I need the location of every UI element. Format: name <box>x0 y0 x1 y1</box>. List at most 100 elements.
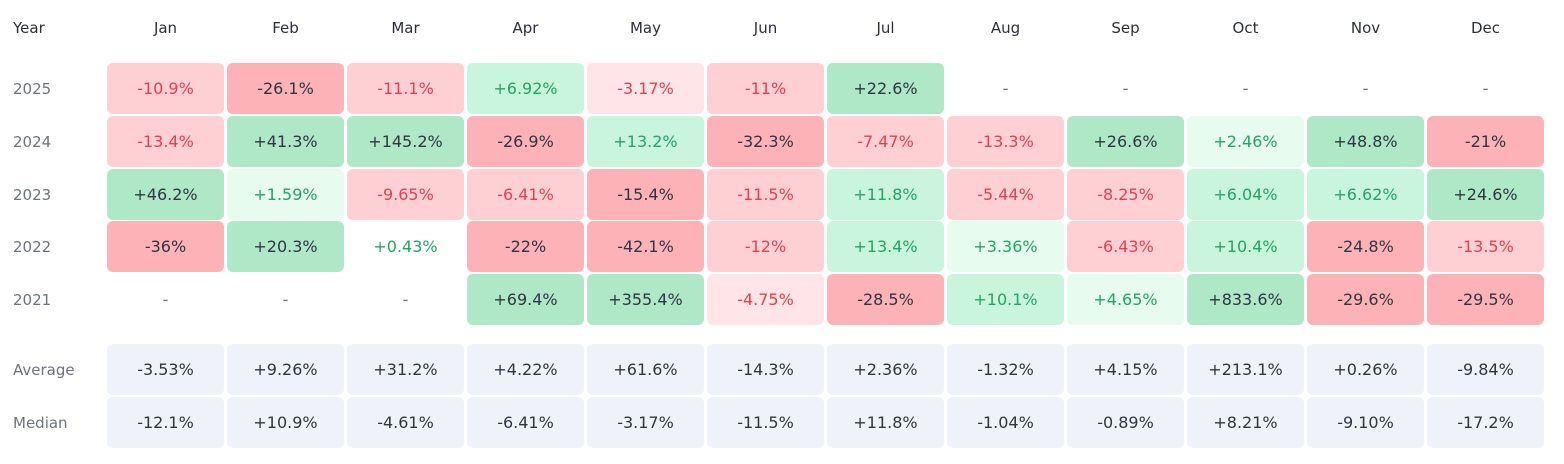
heatmap-cell: -29.6% <box>1307 274 1424 325</box>
year-column-header: Year <box>13 19 45 37</box>
summary-cell: -1.32% <box>947 344 1064 395</box>
summary-cell: +213.1% <box>1187 344 1304 395</box>
heatmap-cell: +833.6% <box>1187 274 1304 325</box>
heatmap-cell: - <box>402 290 409 309</box>
heatmap-cell: +24.6% <box>1427 169 1544 220</box>
row-label-median: Median <box>13 414 68 432</box>
month-header-jan: Jan <box>153 19 178 37</box>
summary-cell: +31.2% <box>347 344 464 395</box>
heatmap-cell: +6.62% <box>1307 169 1424 220</box>
row-label-average: Average <box>13 361 75 379</box>
heatmap-cell: -4.75% <box>707 274 824 325</box>
heatmap-cell: +145.2% <box>347 116 464 167</box>
heatmap-cell: -13.3% <box>947 116 1064 167</box>
heatmap-cell: -11.1% <box>347 63 464 114</box>
heatmap-cell: -15.4% <box>587 169 704 220</box>
heatmap-cell: +1.59% <box>227 169 344 220</box>
row-label-2023: 2023 <box>13 186 52 204</box>
heatmap-cell: -9.65% <box>347 169 464 220</box>
heatmap-cell: -36% <box>107 221 224 272</box>
heatmap-cell: - <box>1242 79 1249 98</box>
heatmap-cell: +11.8% <box>827 169 944 220</box>
heatmap-cell: - <box>162 290 169 309</box>
heatmap-cell: +69.4% <box>467 274 584 325</box>
summary-cell: +9.26% <box>227 344 344 395</box>
month-header-nov: Nov <box>1350 19 1381 37</box>
heatmap-cell: -26.9% <box>467 116 584 167</box>
heatmap-cell: - <box>1362 79 1369 98</box>
heatmap-cell: -32.3% <box>707 116 824 167</box>
heatmap-cell: -5.44% <box>947 169 1064 220</box>
summary-cell: +8.21% <box>1187 397 1304 448</box>
summary-cell: +11.8% <box>827 397 944 448</box>
summary-cell: -9.84% <box>1427 344 1544 395</box>
summary-cell: -3.53% <box>107 344 224 395</box>
month-header-sep: Sep <box>1111 19 1140 37</box>
month-header-mar: Mar <box>391 19 420 37</box>
heatmap-cell: +48.8% <box>1307 116 1424 167</box>
month-header-feb: Feb <box>272 19 299 37</box>
month-header-jun: Jun <box>753 19 778 37</box>
heatmap-cell: -11.5% <box>707 169 824 220</box>
summary-cell: -3.17% <box>587 397 704 448</box>
summary-cell: +10.9% <box>227 397 344 448</box>
heatmap-cell: +22.6% <box>827 63 944 114</box>
heatmap-cell: -28.5% <box>827 274 944 325</box>
heatmap-cell: - <box>1122 79 1129 98</box>
summary-cell: -0.89% <box>1067 397 1184 448</box>
heatmap-cell: -13.4% <box>107 116 224 167</box>
heatmap-cell: +41.3% <box>227 116 344 167</box>
heatmap-cell: +4.65% <box>1067 274 1184 325</box>
heatmap-cell: +26.6% <box>1067 116 1184 167</box>
month-header-aug: Aug <box>990 19 1021 37</box>
row-label-2024: 2024 <box>13 133 52 151</box>
heatmap-cell: -6.41% <box>467 169 584 220</box>
summary-cell: -17.2% <box>1427 397 1544 448</box>
summary-cell: -9.10% <box>1307 397 1424 448</box>
summary-cell: -6.41% <box>467 397 584 448</box>
row-label-2022: 2022 <box>13 238 52 256</box>
heatmap-cell: -26.1% <box>227 63 344 114</box>
month-header-apr: Apr <box>512 19 539 37</box>
heatmap-cell: +6.92% <box>467 63 584 114</box>
heatmap-cell: -8.25% <box>1067 169 1184 220</box>
summary-cell: -1.04% <box>947 397 1064 448</box>
heatmap-cell: -42.1% <box>587 221 704 272</box>
summary-cell: +0.26% <box>1307 344 1424 395</box>
heatmap-cell: +3.36% <box>947 221 1064 272</box>
summary-cell: +61.6% <box>587 344 704 395</box>
heatmap-cell: -10.9% <box>107 63 224 114</box>
summary-cell: +2.36% <box>827 344 944 395</box>
heatmap-cell: -6.43% <box>1067 221 1184 272</box>
heatmap-cell: +10.4% <box>1187 221 1304 272</box>
heatmap-cell: - <box>282 290 289 309</box>
heatmap-cell: +20.3% <box>227 221 344 272</box>
month-header-oct: Oct <box>1232 19 1259 37</box>
summary-cell: +4.22% <box>467 344 584 395</box>
heatmap-cell: -29.5% <box>1427 274 1544 325</box>
month-header-may: May <box>629 19 661 37</box>
heatmap-cell: -13.5% <box>1427 221 1544 272</box>
heatmap-cell: +0.43% <box>373 237 438 256</box>
month-header-jul: Jul <box>876 19 895 37</box>
row-label-2021: 2021 <box>13 291 52 309</box>
summary-cell: -12.1% <box>107 397 224 448</box>
summary-cell: +4.15% <box>1067 344 1184 395</box>
heatmap-cell: +6.04% <box>1187 169 1304 220</box>
heatmap-cell: -7.47% <box>827 116 944 167</box>
heatmap-cell: -12% <box>707 221 824 272</box>
summary-cell: -11.5% <box>707 397 824 448</box>
heatmap-cell: +46.2% <box>107 169 224 220</box>
heatmap-cell: +13.4% <box>827 221 944 272</box>
month-header-dec: Dec <box>1470 19 1501 37</box>
heatmap-cell: -3.17% <box>587 63 704 114</box>
heatmap-cell: -22% <box>467 221 584 272</box>
heatmap-cell: +2.46% <box>1187 116 1304 167</box>
heatmap-cell: -24.8% <box>1307 221 1424 272</box>
row-label-2025: 2025 <box>13 80 52 98</box>
heatmap-cell: - <box>1482 79 1489 98</box>
summary-cell: -14.3% <box>707 344 824 395</box>
heatmap-cell: - <box>1002 79 1009 98</box>
heatmap-cell: -21% <box>1427 116 1544 167</box>
